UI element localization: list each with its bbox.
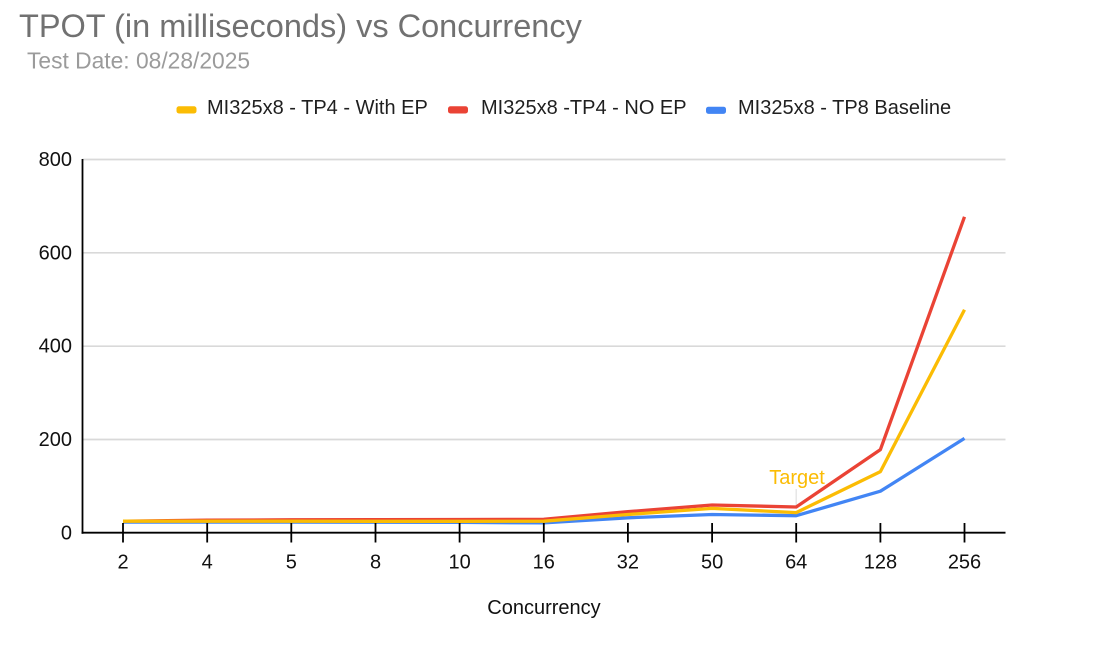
svg-text:Concurrency: Concurrency — [487, 597, 600, 619]
svg-text:Target: Target — [769, 467, 825, 489]
svg-text:600: 600 — [39, 242, 72, 264]
svg-text:0: 0 — [61, 522, 72, 544]
svg-text:MI325x8 - TP4 - With EP: MI325x8 - TP4 - With EP — [207, 97, 428, 119]
svg-text:800: 800 — [39, 149, 72, 171]
svg-text:16: 16 — [533, 552, 555, 574]
svg-text:200: 200 — [39, 429, 72, 451]
svg-text:10: 10 — [448, 552, 470, 574]
svg-text:MI325x8 -TP4 - NO EP: MI325x8 -TP4 - NO EP — [481, 97, 687, 119]
svg-text:128: 128 — [864, 552, 897, 574]
svg-text:256: 256 — [948, 552, 981, 574]
svg-text:64: 64 — [785, 552, 807, 574]
svg-text:MI325x8 - TP8 Baseline: MI325x8 - TP8 Baseline — [738, 97, 951, 119]
svg-text:TPOT (in milliseconds) vs Conc: TPOT (in milliseconds) vs Concurrency — [19, 8, 583, 44]
svg-text:2: 2 — [117, 552, 128, 574]
svg-text:400: 400 — [39, 336, 72, 358]
svg-text:5: 5 — [286, 552, 297, 574]
svg-text:8: 8 — [370, 552, 381, 574]
svg-text:4: 4 — [202, 552, 213, 574]
svg-text:50: 50 — [701, 552, 723, 574]
svg-text:32: 32 — [617, 552, 639, 574]
svg-text:Test Date: 08/28/2025: Test Date: 08/28/2025 — [27, 48, 250, 74]
